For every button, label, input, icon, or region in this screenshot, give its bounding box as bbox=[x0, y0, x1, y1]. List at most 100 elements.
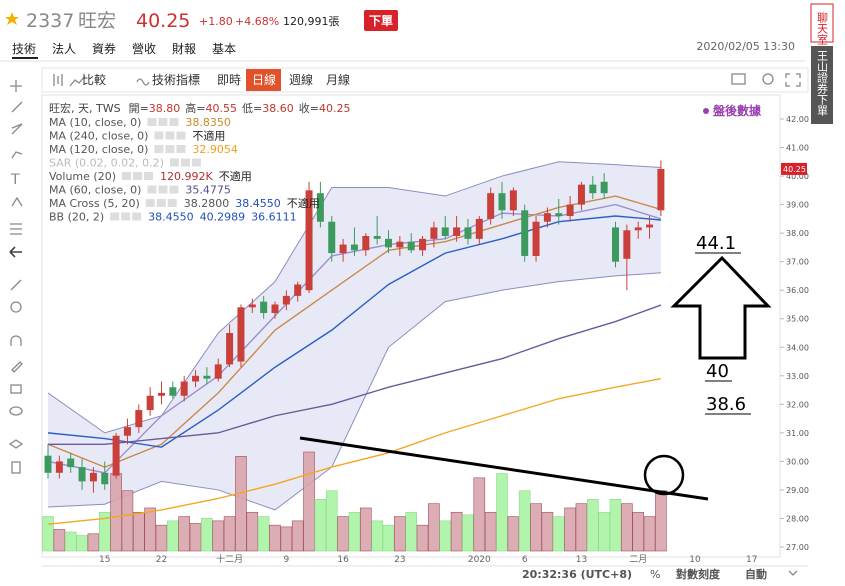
gann-tool[interactable] bbox=[10, 223, 22, 235]
y-tick-label: 29.00 bbox=[786, 486, 809, 495]
legend-icon[interactable] bbox=[145, 199, 155, 207]
pattern-tool[interactable] bbox=[11, 196, 23, 207]
legend-label: Volume (20) bbox=[49, 170, 116, 183]
legend-icon[interactable] bbox=[167, 199, 177, 207]
volume-bar bbox=[359, 507, 372, 552]
daily[interactable]: 日線 bbox=[252, 72, 276, 87]
legend-icon[interactable] bbox=[158, 118, 168, 126]
crosshair-tool[interactable] bbox=[10, 80, 22, 92]
tab[interactable]: 營收 bbox=[132, 42, 156, 56]
pencil-lock-tool[interactable] bbox=[11, 361, 23, 373]
legend-value: 35.4775 bbox=[185, 184, 231, 197]
indicator-line bbox=[47, 215, 661, 448]
legend-icon[interactable] bbox=[147, 185, 157, 194]
indicator-icon[interactable] bbox=[136, 78, 150, 86]
legend-icon[interactable] bbox=[165, 131, 175, 140]
volume-bar bbox=[439, 520, 452, 552]
legend-icon[interactable] bbox=[180, 158, 190, 167]
volume-bar bbox=[223, 516, 236, 552]
change-pct: +4.68% bbox=[235, 15, 279, 28]
volume-bar bbox=[394, 516, 406, 552]
ohlc-value: 40.25 bbox=[319, 102, 351, 115]
candle-body bbox=[146, 395, 154, 411]
tab[interactable]: 技術 bbox=[12, 42, 36, 56]
broker-label[interactable]: 王山證券下單 bbox=[816, 50, 829, 116]
pen-tool[interactable] bbox=[11, 151, 23, 159]
text-tool[interactable]: T bbox=[10, 172, 20, 188]
order-button-label[interactable]: 下單 bbox=[369, 14, 393, 28]
legend-icon[interactable] bbox=[147, 118, 157, 126]
legend-icon[interactable] bbox=[158, 185, 168, 194]
layers-tool[interactable] bbox=[8, 439, 24, 449]
bars-icon[interactable] bbox=[53, 74, 63, 86]
tab[interactable]: 資券 bbox=[92, 41, 116, 56]
chat-button[interactable] bbox=[810, 3, 834, 43]
lock-tool[interactable] bbox=[10, 384, 22, 394]
legend-label: SAR (0.02, 0.02, 0.2) bbox=[49, 157, 164, 170]
log-scale[interactable]: 對數刻度 bbox=[676, 567, 721, 581]
legend-icon[interactable] bbox=[121, 212, 131, 221]
line-tool[interactable] bbox=[11, 101, 23, 113]
volume-bar bbox=[314, 499, 327, 552]
y-tick-label: 32.00 bbox=[786, 400, 809, 409]
compare[interactable]: 比較 bbox=[82, 72, 106, 87]
legend-icon[interactable] bbox=[191, 158, 201, 167]
auto-scale[interactable]: 自動 bbox=[745, 567, 767, 581]
legend-icon[interactable] bbox=[133, 172, 142, 180]
compare-icon[interactable] bbox=[69, 75, 86, 87]
candle-body bbox=[634, 227, 642, 231]
legend-icon[interactable] bbox=[176, 145, 186, 153]
legend-icon[interactable] bbox=[169, 118, 179, 126]
legend-value: 不適用 bbox=[219, 169, 252, 183]
legend-label: MA (120, close, 0) bbox=[49, 143, 148, 156]
volume-bar bbox=[189, 523, 202, 552]
legend-icon[interactable] bbox=[165, 145, 175, 153]
legend-icon[interactable] bbox=[169, 185, 179, 194]
back-tool[interactable] bbox=[9, 246, 22, 258]
datetime: 2020/02/05 13:30 bbox=[696, 40, 795, 53]
tab[interactable]: 財報 bbox=[172, 41, 196, 56]
legend-icon[interactable] bbox=[132, 212, 142, 221]
broker-button[interactable] bbox=[811, 46, 833, 124]
legend-icon[interactable] bbox=[169, 158, 179, 167]
chat-label[interactable]: 聊天室 bbox=[816, 11, 829, 45]
legend-icon[interactable] bbox=[110, 212, 120, 221]
trash-tool[interactable] bbox=[11, 461, 21, 474]
settings-icon[interactable] bbox=[762, 73, 774, 85]
volume-bar bbox=[110, 473, 122, 552]
monthly[interactable]: 月線 bbox=[326, 72, 350, 87]
star[interactable] bbox=[5, 12, 19, 25]
indicators[interactable]: 技術指標 bbox=[152, 72, 200, 87]
volume-bar bbox=[280, 526, 293, 552]
candle-body bbox=[589, 184, 597, 194]
legend-icon[interactable] bbox=[176, 131, 186, 140]
y-tick-label: 28.00 bbox=[786, 514, 809, 523]
footer-menu[interactable] bbox=[788, 570, 798, 576]
fullscreen-icon[interactable] bbox=[785, 73, 801, 87]
legend-icon[interactable] bbox=[122, 172, 131, 180]
stock-name: 旺宏 bbox=[78, 10, 116, 32]
legend-icon[interactable] bbox=[144, 172, 153, 180]
volume-bar bbox=[337, 516, 349, 552]
percent[interactable]: % bbox=[650, 568, 660, 581]
zoom-tool[interactable] bbox=[10, 301, 22, 313]
tab[interactable]: 基本 bbox=[212, 42, 236, 56]
daily-active[interactable] bbox=[246, 69, 281, 91]
order-button[interactable] bbox=[364, 10, 398, 31]
legend-icon[interactable] bbox=[156, 199, 166, 207]
fib-tool[interactable] bbox=[11, 123, 23, 135]
legend-icon[interactable] bbox=[154, 145, 164, 153]
candle-body bbox=[294, 284, 302, 296]
clock: 20:32:36 (UTC+8) bbox=[522, 568, 632, 581]
x-tick-label: 9 bbox=[283, 555, 289, 565]
magnet-tool[interactable] bbox=[10, 335, 22, 346]
legend-icon[interactable] bbox=[154, 131, 164, 140]
eye-tool[interactable] bbox=[9, 406, 23, 416]
volume-bar bbox=[382, 524, 395, 552]
ruler-tool[interactable] bbox=[10, 279, 22, 291]
y-tick-label: 30.00 bbox=[786, 457, 809, 466]
realtime[interactable]: 即時 bbox=[217, 73, 241, 87]
camera-icon[interactable] bbox=[731, 73, 746, 85]
weekly[interactable]: 週線 bbox=[289, 72, 313, 87]
tab[interactable]: 法人 bbox=[52, 42, 76, 56]
